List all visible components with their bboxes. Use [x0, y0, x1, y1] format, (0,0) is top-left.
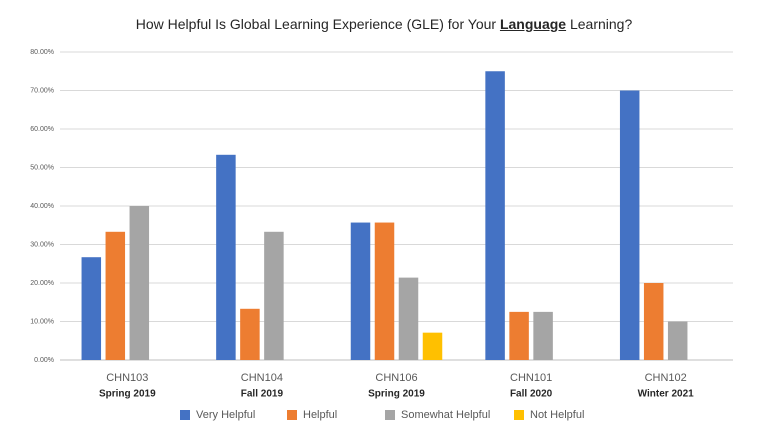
bar — [619, 90, 640, 360]
legend-label: Helpful — [303, 409, 337, 421]
bar — [422, 332, 443, 360]
legend-swatch — [514, 410, 524, 420]
bar — [240, 308, 260, 360]
bar — [105, 231, 126, 360]
bar — [485, 71, 505, 360]
x-tick-label: CHN101 — [510, 372, 552, 384]
bar — [533, 311, 553, 360]
x-tick-label: CHN104 — [241, 372, 283, 384]
y-tick-label: 20.00% — [30, 280, 54, 287]
legend-swatch — [180, 410, 190, 420]
x-tick-sublabel: Fall 2019 — [241, 389, 284, 400]
x-tick-sublabel: Winter 2021 — [638, 389, 694, 400]
y-tick-label: 50.00% — [30, 164, 54, 171]
x-tick-label: CHN103 — [106, 372, 148, 384]
title-text: Learning? — [569, 16, 633, 32]
y-tick-label: 60.00% — [30, 126, 54, 133]
bar — [129, 206, 150, 360]
chart-title: How Helpful Is Global Learning Experienc… — [0, 16, 768, 32]
y-tick-label: 80.00% — [30, 49, 54, 56]
legend-label: Very Helpful — [196, 409, 255, 421]
y-tick-label: 10.00% — [30, 318, 54, 325]
y-tick-label: 30.00% — [30, 241, 54, 248]
x-tick-label: CHN102 — [645, 372, 687, 384]
x-tick-label: CHN106 — [375, 372, 417, 384]
legend-swatch — [287, 410, 297, 420]
legend-swatch — [385, 410, 395, 420]
title-emphasis: Language — [499, 16, 567, 32]
bar — [350, 222, 371, 360]
bar — [264, 231, 284, 360]
title-text: How Helpful Is Global Learning Experienc… — [135, 16, 497, 32]
x-tick-sublabel: Fall 2020 — [510, 389, 553, 400]
bar — [81, 257, 102, 360]
y-tick-label: 0.00% — [34, 357, 54, 364]
x-tick-sublabel: Spring 2019 — [99, 389, 156, 400]
bar — [667, 321, 688, 360]
bar — [216, 154, 236, 360]
x-tick-sublabel: Spring 2019 — [368, 389, 425, 400]
legend-label: Somewhat Helpful — [401, 409, 490, 421]
bar — [398, 277, 419, 360]
bar — [509, 311, 529, 360]
bar — [374, 222, 395, 360]
legend-label: Not Helpful — [530, 409, 584, 421]
y-tick-label: 70.00% — [30, 87, 54, 94]
bar — [643, 283, 664, 360]
y-tick-label: 40.00% — [30, 203, 54, 210]
